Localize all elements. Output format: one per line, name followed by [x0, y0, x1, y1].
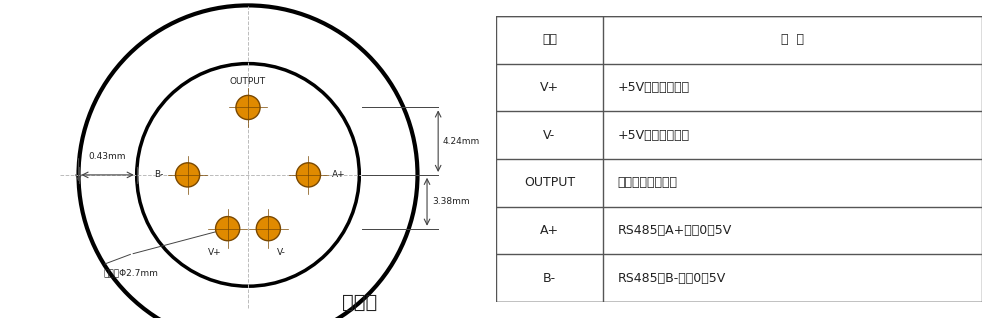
Text: 4.24mm: 4.24mm — [443, 137, 480, 146]
Text: A+: A+ — [540, 224, 559, 237]
Circle shape — [176, 163, 199, 187]
Circle shape — [78, 5, 418, 318]
Text: V+: V+ — [207, 248, 221, 257]
Circle shape — [297, 163, 320, 187]
Text: 3.38mm: 3.38mm — [432, 197, 469, 206]
Text: A+: A+ — [332, 170, 346, 179]
Text: 底视图: 底视图 — [341, 293, 377, 312]
Text: 模拟电压信号输出: 模拟电压信号输出 — [617, 176, 678, 189]
Circle shape — [256, 217, 281, 241]
Text: +5V电源输入正极: +5V电源输入正极 — [617, 81, 689, 94]
Text: 0.43mm: 0.43mm — [89, 152, 126, 161]
Text: 名称: 名称 — [542, 33, 557, 46]
Text: 针座孔Φ2.7mm: 针座孔Φ2.7mm — [103, 269, 158, 278]
Text: RS485，B-极，0～5V: RS485，B-极，0～5V — [617, 272, 726, 285]
Text: +5V电源输入负极: +5V电源输入负极 — [617, 129, 689, 142]
Text: B-: B- — [543, 272, 557, 285]
Circle shape — [137, 64, 359, 286]
Circle shape — [236, 95, 260, 120]
Circle shape — [215, 217, 240, 241]
Text: 说  明: 说 明 — [781, 33, 804, 46]
Text: V+: V+ — [540, 81, 559, 94]
Text: OUTPUT: OUTPUT — [524, 176, 575, 189]
Text: V-: V- — [277, 248, 286, 257]
Text: B-: B- — [155, 170, 164, 179]
Text: V-: V- — [544, 129, 556, 142]
Text: OUTPUT: OUTPUT — [230, 77, 266, 86]
Text: RS485，A+极，0～5V: RS485，A+极，0～5V — [617, 224, 732, 237]
